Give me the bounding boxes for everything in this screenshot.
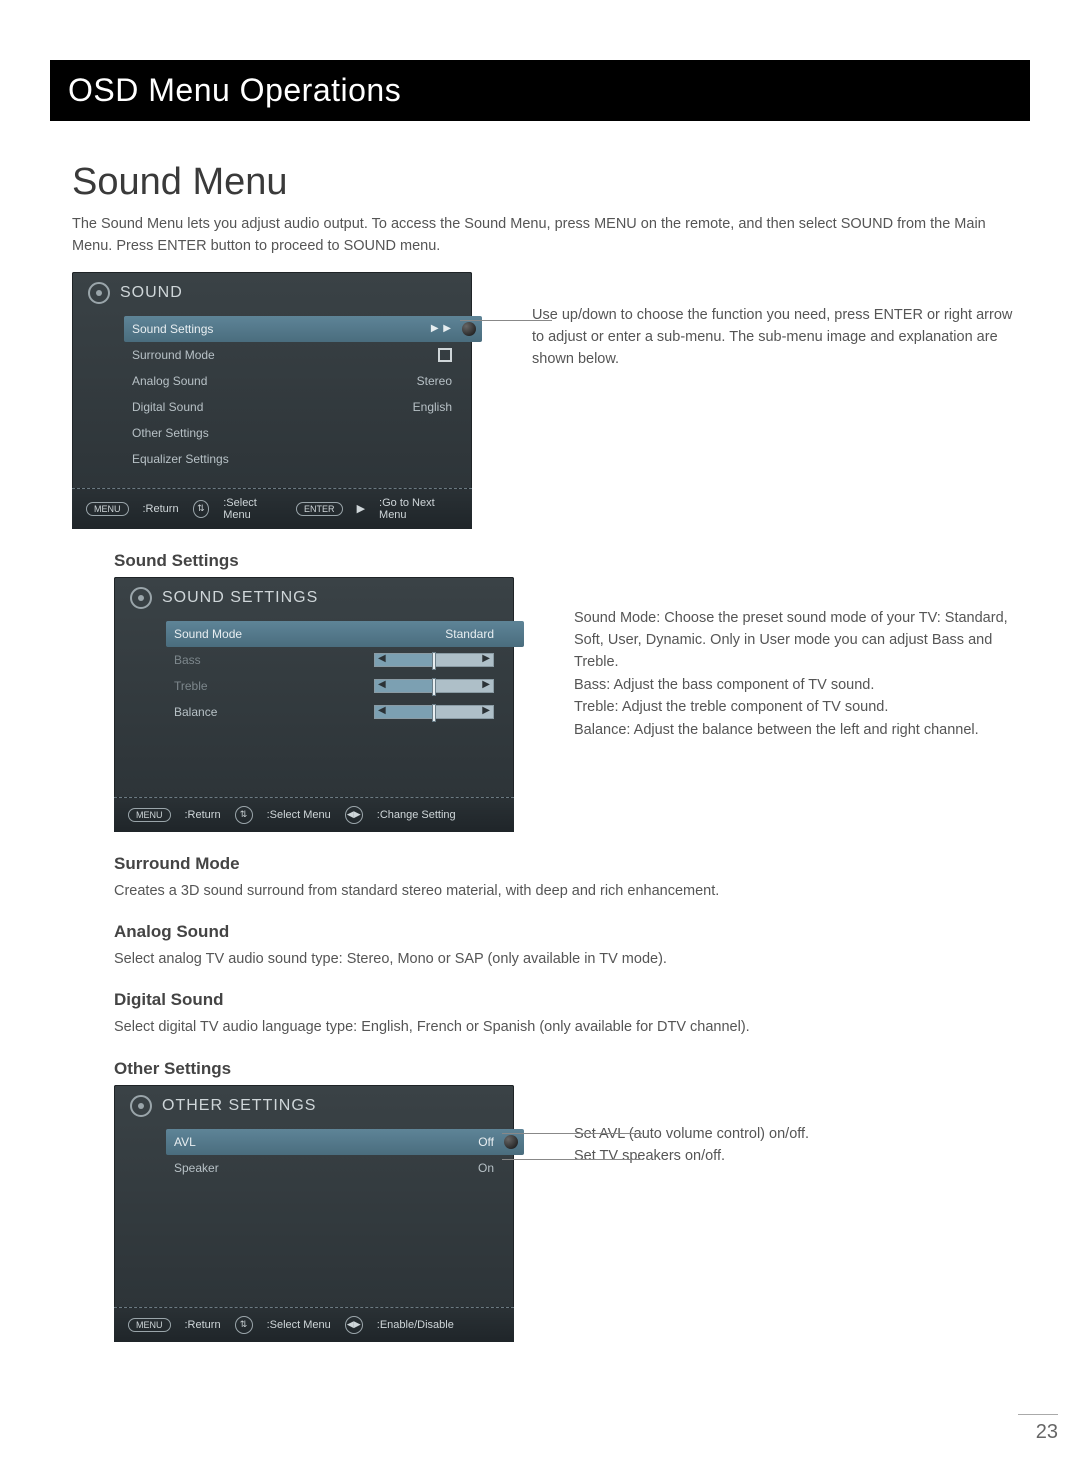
osd-row-speaker[interactable]: Speaker On bbox=[174, 1155, 502, 1181]
leader-line-icon bbox=[502, 1159, 642, 1160]
osd-label: Bass bbox=[174, 653, 201, 667]
osd-label: Balance bbox=[174, 705, 217, 719]
sound-settings-osd-panel: SOUND SETTINGS Sound Mode Standard Bass … bbox=[114, 577, 514, 832]
footer-return: :Return bbox=[185, 809, 221, 821]
menu-pill-icon: MENU bbox=[128, 1318, 171, 1332]
selection-dot-icon bbox=[504, 1135, 518, 1149]
leader-line-icon bbox=[502, 1133, 642, 1134]
sound-settings-osd-title: SOUND SETTINGS bbox=[162, 589, 318, 607]
sound-osd-footer: MENU :Return ⇅ :Select Menu ENTER ▶ :Go … bbox=[72, 488, 472, 529]
footer-return: :Return bbox=[143, 503, 179, 515]
other-heading: Other Settings bbox=[114, 1059, 1020, 1079]
osd-row-surround[interactable]: Surround Mode bbox=[132, 342, 460, 368]
osd-row-avl[interactable]: AVL Off bbox=[166, 1129, 524, 1155]
footer-return: :Return bbox=[185, 1319, 221, 1331]
osd-label: Speaker bbox=[174, 1161, 219, 1175]
menu-pill-icon: MENU bbox=[86, 502, 129, 516]
surround-heading: Surround Mode bbox=[114, 854, 1020, 874]
digital-text: Select digital TV audio language type: E… bbox=[114, 1016, 980, 1038]
analog-text: Select analog TV audio sound type: Stere… bbox=[114, 948, 980, 970]
osd-row-other[interactable]: Other Settings bbox=[132, 420, 460, 446]
slider-icon[interactable] bbox=[374, 705, 494, 719]
osd-row-treble[interactable]: Treble bbox=[174, 673, 502, 699]
sound-osd-panel: SOUND Sound Settings ▶ ▶ Surround Mode A… bbox=[72, 272, 472, 529]
sound-settings-heading: Sound Settings bbox=[114, 551, 1020, 571]
osd-label: Surround Mode bbox=[132, 348, 215, 362]
osd-label: Sound Mode bbox=[174, 627, 242, 641]
intro-paragraph: The Sound Menu lets you adjust audio out… bbox=[72, 214, 1020, 258]
other-osd-title: OTHER SETTINGS bbox=[162, 1097, 316, 1115]
surround-text: Creates a 3D sound surround from standar… bbox=[114, 880, 980, 902]
osd-label: AVL bbox=[174, 1135, 196, 1149]
gear-icon bbox=[130, 587, 152, 609]
selection-dot-icon bbox=[462, 322, 476, 336]
page-heading: Sound Menu bbox=[72, 161, 1020, 204]
osd-row-sound-settings[interactable]: Sound Settings ▶ ▶ bbox=[124, 316, 482, 342]
gear-icon bbox=[130, 1095, 152, 1117]
arrows-icon: ⇅ bbox=[193, 500, 210, 518]
osd-label: Other Settings bbox=[132, 426, 209, 440]
osd-row-analog[interactable]: Analog Sound Stereo bbox=[132, 368, 460, 394]
osd-row-eq[interactable]: Equalizer Settings bbox=[132, 446, 460, 472]
sound-settings-osd-footer: MENU :Return ⇅ :Select Menu ◀▶ :Change S… bbox=[114, 797, 514, 832]
footer-arrow-icon: ▶ bbox=[357, 502, 365, 515]
osd-value: Standard bbox=[445, 627, 494, 641]
osd-value: Off bbox=[478, 1135, 494, 1149]
footer-change: :Change Setting bbox=[377, 809, 456, 821]
osd-label: Sound Settings bbox=[132, 322, 213, 336]
osd-label: Analog Sound bbox=[132, 374, 207, 388]
osd-label: Equalizer Settings bbox=[132, 452, 229, 466]
arrows-icon: ⇅ bbox=[235, 1316, 253, 1334]
osd-value: Stereo bbox=[417, 374, 452, 388]
osd-row-bass[interactable]: Bass bbox=[174, 647, 502, 673]
checkbox-icon[interactable] bbox=[438, 348, 452, 362]
analog-heading: Analog Sound bbox=[114, 922, 1020, 942]
osd-value: ▶ ▶ bbox=[431, 323, 452, 334]
osd-row-balance[interactable]: Balance bbox=[174, 699, 502, 725]
left-right-icon: ◀▶ bbox=[345, 806, 363, 824]
slider-icon[interactable] bbox=[374, 679, 494, 693]
footer-select: :Select Menu bbox=[223, 497, 282, 521]
other-avl-text: Set AVL (auto volume control) on/off. bbox=[574, 1123, 1020, 1145]
other-osd-panel: OTHER SETTINGS AVL Off Speaker On MENU :… bbox=[114, 1085, 514, 1342]
osd-value: On bbox=[478, 1161, 494, 1175]
sound-osd-header: SOUND bbox=[72, 282, 472, 312]
osd-row-digital[interactable]: Digital Sound English bbox=[132, 394, 460, 420]
footer-select: :Select Menu bbox=[267, 1319, 331, 1331]
slider-icon[interactable] bbox=[374, 653, 494, 667]
sound-settings-side-text: Sound Mode: Choose the preset sound mode… bbox=[574, 577, 1020, 742]
menu-pill-icon: MENU bbox=[128, 808, 171, 822]
other-osd-header: OTHER SETTINGS bbox=[114, 1095, 514, 1125]
footer-enable: :Enable/Disable bbox=[377, 1319, 454, 1331]
osd-value: English bbox=[413, 400, 452, 414]
osd-row-sound-mode[interactable]: Sound Mode Standard bbox=[166, 621, 524, 647]
digital-heading: Digital Sound bbox=[114, 990, 1020, 1010]
sound-settings-osd-header: SOUND SETTINGS bbox=[114, 587, 514, 617]
osd-label: Treble bbox=[174, 679, 208, 693]
other-speaker-text: Set TV speakers on/off. bbox=[574, 1145, 1020, 1167]
arrows-icon: ⇅ bbox=[235, 806, 253, 824]
osd-label: Digital Sound bbox=[132, 400, 203, 414]
enter-pill-icon: ENTER bbox=[296, 502, 343, 516]
gear-icon bbox=[88, 282, 110, 304]
section-title: OSD Menu Operations bbox=[68, 72, 401, 108]
leader-line-icon bbox=[460, 320, 552, 321]
sound-osd-title: SOUND bbox=[120, 284, 183, 302]
sound-side-text: Use up/down to choose the function you n… bbox=[532, 272, 1020, 371]
other-osd-footer: MENU :Return ⇅ :Select Menu ◀▶ :Enable/D… bbox=[114, 1307, 514, 1342]
section-title-bar: OSD Menu Operations bbox=[50, 60, 1030, 121]
page-number: 23 bbox=[0, 1394, 1080, 1474]
left-right-icon: ◀▶ bbox=[345, 1316, 363, 1334]
footer-select: :Select Menu bbox=[267, 809, 331, 821]
footer-next: :Go to Next Menu bbox=[379, 497, 458, 521]
